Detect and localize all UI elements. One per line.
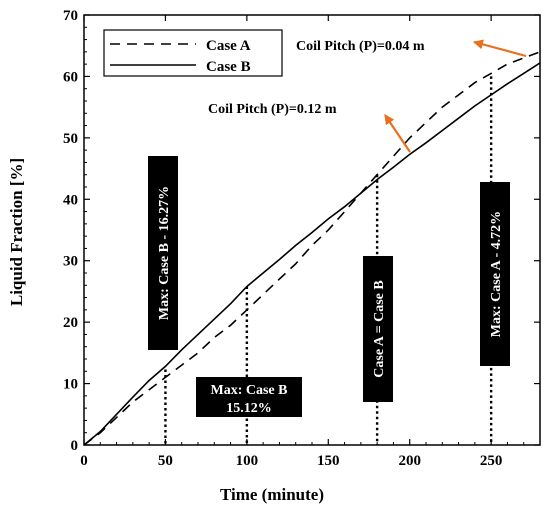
vertical-markers	[164, 76, 493, 445]
y-tick-label-0: 0	[71, 438, 79, 454]
x-tick-label-100: 100	[236, 453, 259, 469]
x-tick-label-250: 250	[480, 453, 503, 469]
annotation-max-case-b-15: Max: Case B 15.12%	[196, 377, 302, 417]
y-tick-label-10: 10	[63, 377, 78, 393]
annotation-max-case-a-text: Max: Case A - 4.72%	[489, 211, 504, 337]
annotation-max-case-b-16: Max: Case B - 16.27%	[148, 156, 178, 350]
x-axis-label: Time (minute)	[220, 485, 324, 504]
y-axis-label: Liquid Fraction [%]	[7, 158, 26, 306]
legend: Case A Case B	[103, 29, 283, 77]
legend-label-case-a: Case A	[206, 38, 251, 54]
x-axis-ticks: 0 50 100 150 200 250	[80, 15, 525, 469]
x-tick-label-200: 200	[398, 453, 421, 469]
annotation-coil-pitch-012: Coil Pitch (P)=0.12 m	[208, 102, 337, 117]
arrow-coil-pitch-004	[473, 39, 527, 58]
y-tick-label-50: 50	[63, 131, 78, 147]
arrow-coil-pitch-012	[384, 114, 411, 153]
annotation-coil-pitch-004: Coil Pitch (P)=0.04 m	[296, 39, 425, 54]
series-line-case-b	[83, 62, 541, 446]
x-tick-label-50: 50	[158, 453, 173, 469]
annotation-max-case-a: Max: Case A - 4.72%	[480, 182, 510, 366]
legend-box	[103, 29, 283, 77]
y-tick-label-60: 60	[63, 69, 78, 85]
series-layer	[83, 51, 541, 446]
annotation-max-case-b-16-text: Max: Case B - 16.27%	[157, 186, 172, 320]
y-tick-label-30: 30	[63, 254, 78, 270]
x-tick-label-0: 0	[80, 453, 88, 469]
annotation-case-equal-text: Case A = Case B	[372, 280, 387, 377]
annotation-max-case-b-15-line2: 15.12%	[226, 401, 272, 416]
y-tick-label-40: 40	[63, 192, 78, 208]
annotation-max-case-b-15-line1: Max: Case B	[211, 383, 288, 398]
x-tick-label-150: 150	[317, 453, 340, 469]
annotation-case-equal: Case A = Case B	[363, 256, 393, 402]
y-axis-ticks: 0 10 20 30 40 50 60 70	[63, 8, 540, 454]
y-tick-label-20: 20	[63, 315, 78, 331]
legend-label-case-b: Case B	[206, 59, 251, 75]
y-tick-label-70: 70	[63, 8, 78, 24]
